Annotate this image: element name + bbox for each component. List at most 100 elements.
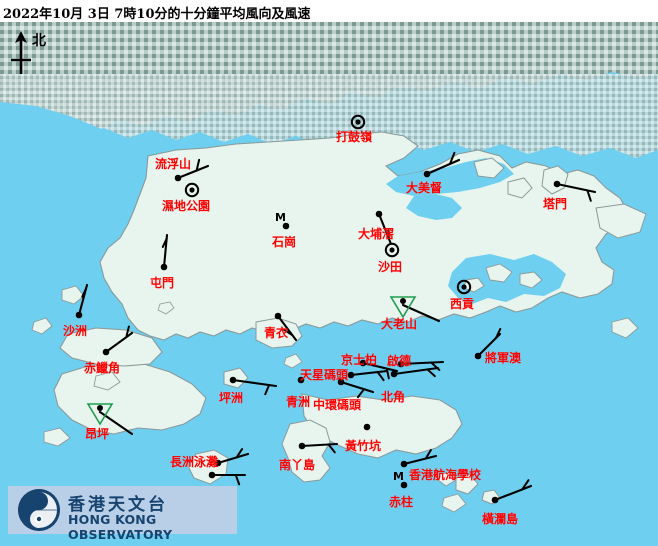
station-dot-icon: [298, 442, 306, 450]
logo-name-en: HONG KONG OBSERVATORY: [68, 512, 173, 542]
northeast-coast-strip: [595, 203, 647, 239]
wind-barb-flag: [195, 158, 201, 172]
station-marker[interactable]: [363, 423, 371, 431]
station-dot-icon: [363, 423, 371, 431]
hko-logo: 香港天文台 HONG KONG OBSERVATORY: [8, 486, 237, 542]
station-label: 屯門: [150, 276, 175, 290]
station-marker[interactable]: [298, 442, 339, 454]
station-marker[interactable]: [297, 376, 305, 384]
station-label: 大埔滘: [358, 227, 395, 241]
east-islet: [611, 317, 639, 339]
station-label: 青洲: [286, 395, 311, 409]
station-marker[interactable]: [400, 481, 408, 489]
station-label: 流浮山: [155, 157, 192, 171]
station-marker[interactable]: [282, 222, 290, 230]
station-dot-icon: [214, 459, 222, 467]
station-label: 黃竹坑: [345, 439, 382, 453]
station-dot-icon: [423, 170, 431, 178]
automatic-weather-station-icon: [350, 114, 366, 130]
automatic-weather-station-icon: [456, 279, 472, 295]
station-marker[interactable]: [423, 151, 461, 178]
station-label: 青衣: [264, 326, 289, 340]
mountain-station-triangle-icon: [86, 403, 114, 426]
station-dot-icon: [553, 180, 561, 188]
station-label: 將軍澳: [485, 351, 522, 365]
manned-station-marker: M: [275, 211, 286, 224]
wind-barb-shaft: [392, 366, 440, 376]
station-dot-icon: [389, 247, 395, 253]
station-dot-icon: [359, 359, 367, 367]
southeast-islet-b: [441, 493, 467, 513]
station-label: 石崗: [272, 235, 297, 249]
northeast-island-b: [507, 177, 533, 199]
station-marker[interactable]: [491, 479, 533, 504]
wind-barb-flag: [81, 287, 88, 298]
station-label: 天星碼頭: [300, 368, 349, 382]
wind-barb-flag: [495, 327, 502, 339]
station-marker[interactable]: [389, 296, 441, 323]
station-marker[interactable]: [384, 242, 400, 258]
station-dot-icon: [337, 378, 345, 386]
station-label: 塔門: [543, 197, 568, 211]
station-label: 北角: [381, 390, 406, 404]
station-dot-icon: [400, 460, 408, 468]
station-marker-layer[interactable]: [0, 22, 658, 546]
map-canvas[interactable]: 打鼓嶺 流浮山 濕地公園 大美督 塔門 石崗 M 大埔滘 沙田 屯門 沙洲 赤鱲角 青衣 大老山 西貢 將軍澳…: [0, 22, 658, 546]
station-marker[interactable]: [350, 114, 366, 130]
station-label: 大美督: [406, 181, 443, 195]
station-dot-icon: [297, 376, 305, 384]
wind-barb-shaft: [349, 369, 389, 377]
mountain-station-triangle-icon: [389, 296, 417, 319]
station-marker[interactable]: [456, 279, 472, 295]
station-marker[interactable]: [208, 471, 247, 486]
station-label: 沙洲: [63, 324, 88, 338]
sai-kung-islands-b: [519, 271, 543, 289]
station-dot-icon: [189, 187, 195, 193]
mainland-terrain-lower: [0, 74, 658, 158]
station-marker[interactable]: [375, 210, 393, 246]
station-dot-icon: [400, 481, 408, 489]
station-dot-icon: [491, 496, 499, 504]
station-marker[interactable]: [86, 403, 134, 436]
sai-kung-waters: [448, 254, 566, 304]
station-label: 京士柏: [341, 353, 378, 367]
wind-barb-shaft: [216, 452, 250, 465]
station-marker[interactable]: [474, 327, 502, 360]
wind-barb-shaft: [425, 158, 461, 176]
harbour-islet: [283, 353, 303, 369]
station-marker[interactable]: [337, 378, 375, 399]
station-dot-icon: [397, 360, 405, 368]
station-marker[interactable]: [553, 180, 597, 202]
station-label: 西貢: [450, 297, 475, 311]
tap-mun-island: [541, 165, 569, 195]
wind-barb-flag: [426, 368, 436, 378]
wind-barb-flag: [521, 479, 530, 491]
station-marker[interactable]: [102, 325, 134, 356]
station-dot-icon: [282, 222, 290, 230]
station-marker[interactable]: [174, 158, 210, 182]
automatic-weather-station-icon: [384, 242, 400, 258]
map-geography: [0, 22, 658, 546]
station-marker[interactable]: [184, 182, 200, 198]
station-marker[interactable]: [214, 448, 250, 467]
station-marker[interactable]: [229, 376, 278, 396]
station-marker[interactable]: [400, 448, 438, 468]
north-label: 北: [32, 33, 46, 49]
station-marker[interactable]: [160, 233, 169, 271]
station-dot-icon: [375, 210, 383, 218]
station-label: 中環碼頭: [313, 398, 362, 412]
wind-barb-flag: [376, 371, 385, 382]
wind-barb-shaft: [493, 484, 533, 502]
station-marker[interactable]: [274, 312, 298, 342]
wind-barb-shaft: [339, 380, 375, 394]
lamma-island: [281, 419, 331, 483]
station-marker[interactable]: [75, 283, 89, 319]
wind-barb-flag: [125, 325, 130, 339]
manned-station-marker: M: [393, 470, 404, 483]
wind-barb-shaft: [399, 360, 445, 366]
logo-mark-icon: [18, 489, 60, 531]
station-marker[interactable]: [347, 369, 389, 382]
wind-barb-flag: [356, 388, 366, 399]
station-marker[interactable]: [390, 366, 440, 378]
station-label: 昂坪: [85, 427, 110, 441]
